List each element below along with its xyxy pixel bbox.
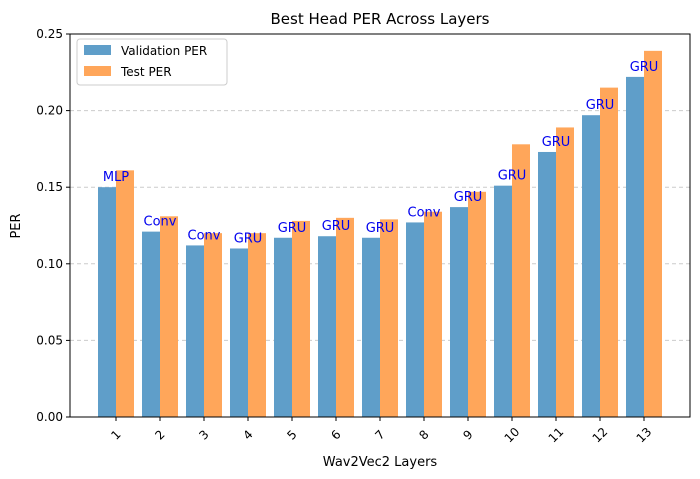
x-tick-label: 11 [546, 425, 567, 446]
bar-annotation: MLP [103, 170, 129, 185]
x-tick-label: 2 [152, 427, 167, 442]
bar-test [336, 217, 354, 417]
bar-test [160, 216, 178, 417]
y-axis-ticks: 0.00 0.05 0.10 0.15 0.20 0.25 [36, 27, 70, 424]
bar-labels-group: MLP Conv Conv GRU GRU GRU GRU Conv GRU GRU GRU GRU G… [103, 60, 658, 247]
bar-annotation: GRU [454, 190, 483, 205]
x-tick-label: 8 [416, 427, 431, 442]
x-tick-label: 4 [240, 427, 255, 442]
legend-swatch-test [84, 66, 111, 76]
bar-validation [626, 76, 644, 418]
x-tick-label: 9 [460, 427, 475, 442]
bar-annotation: GRU [498, 169, 527, 184]
bar-test [512, 144, 530, 417]
bar-annotation: Conv [188, 228, 221, 243]
legend-swatch-validation [84, 45, 111, 55]
x-tick-label: 6 [328, 427, 343, 442]
x-tick-label: 12 [590, 425, 611, 446]
bar-annotation: GRU [586, 98, 615, 113]
legend-box [76, 38, 228, 86]
bar-validation [494, 185, 512, 417]
bar-annotation: GRU [630, 60, 659, 75]
x-tick-label: 5 [284, 427, 299, 442]
y-tick-label: 0.25 [36, 27, 63, 41]
bar-validation [582, 115, 600, 418]
bar-test [204, 233, 222, 417]
bar-validation [230, 248, 248, 417]
bar-validation [362, 237, 380, 417]
bar-test [468, 191, 486, 417]
bar-annotation: GRU [278, 221, 307, 236]
x-axis-label: Wav2Vec2 Layers [323, 455, 438, 470]
bar-test [116, 170, 134, 417]
bars-group [98, 50, 662, 418]
x-axis-ticks: 1 2 3 4 5 6 7 8 9 10 11 12 13 [108, 417, 654, 445]
bar-validation [406, 222, 424, 417]
y-tick-label: 0.20 [36, 104, 63, 118]
x-tick-label: 10 [502, 425, 523, 446]
bar-annotation: GRU [542, 135, 571, 150]
bar-test [248, 233, 266, 417]
bar-validation [274, 237, 292, 417]
bar-validation [186, 245, 204, 417]
bar-annotation: GRU [322, 219, 351, 234]
bar-annotation: GRU [366, 221, 395, 236]
bar-validation [538, 151, 556, 418]
bar-validation [318, 236, 336, 417]
x-tick-label: 13 [634, 425, 655, 446]
y-tick-label: 0.10 [36, 257, 63, 271]
y-tick-label: 0.00 [36, 410, 63, 424]
x-tick-label: 3 [196, 427, 211, 442]
bar-annotation: Conv [144, 215, 177, 230]
bar-annotation: GRU [234, 231, 263, 246]
bar-test [292, 220, 310, 417]
bar-test [424, 211, 442, 417]
bar-test [380, 219, 398, 417]
bar-test [556, 127, 574, 418]
y-tick-label: 0.05 [36, 333, 63, 347]
x-tick-label: 7 [372, 427, 387, 442]
legend-label-validation: Validation PER [121, 44, 207, 58]
bar-validation [98, 187, 116, 417]
bar-test [644, 50, 662, 418]
x-tick-label: 1 [108, 427, 123, 442]
bar-annotation: Conv [408, 205, 441, 220]
chart-title: Best Head PER Across Layers [271, 10, 490, 28]
bar-validation [142, 231, 160, 417]
y-tick-label: 0.15 [36, 180, 63, 194]
bar-test [600, 87, 618, 418]
legend: Validation PER Test PER [76, 38, 228, 86]
legend-label-test: Test PER [120, 65, 172, 79]
bar-validation [450, 207, 468, 417]
y-axis-label: PER [9, 213, 24, 238]
